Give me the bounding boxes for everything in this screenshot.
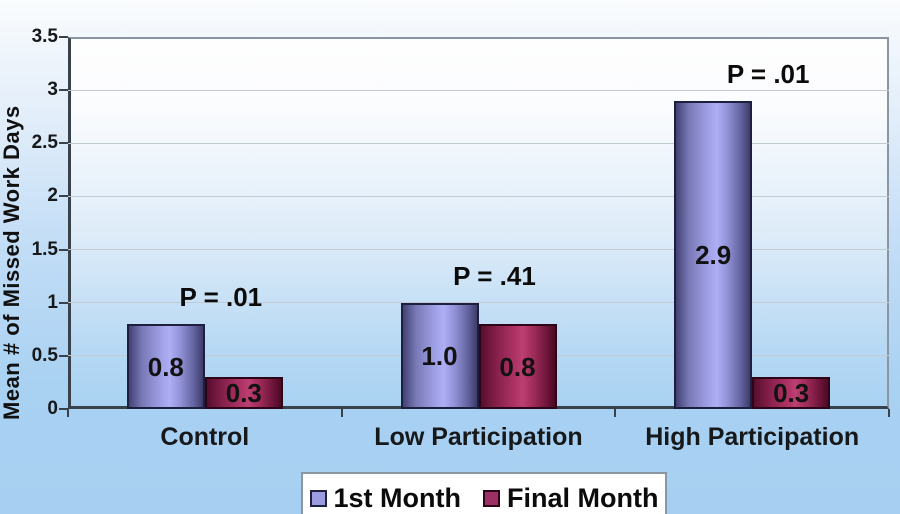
y-axis-tick (59, 89, 68, 92)
x-axis-tick (67, 409, 69, 417)
y-axis-tick-label: 0 (47, 398, 58, 419)
legend-item-1st-month: 1st Month (309, 483, 462, 513)
bar-1st-month: 0.8 (126, 324, 205, 409)
y-axis-title: Mean # of Missed Work Days (0, 105, 24, 421)
y-axis-tick-label: 1.5 (31, 238, 58, 260)
legend: 1st Month Final Month (301, 472, 667, 514)
bar-value-label: 1.0 (421, 341, 458, 371)
x-axis-tick (614, 409, 617, 417)
gridline (68, 249, 889, 251)
y-axis-tick-label: 1 (47, 291, 58, 313)
x-axis-category-label: Control (160, 423, 250, 451)
bar-value-label: 2.9 (695, 240, 732, 270)
legend-item-final-month: Final Month (483, 484, 658, 512)
p-value-annotation: P = .01 (726, 58, 810, 89)
y-axis-tick (59, 354, 68, 357)
legend-swatch-icon (483, 489, 501, 507)
y-axis-tick-label: 2 (47, 185, 58, 207)
p-value-annotation: P = .41 (453, 260, 536, 291)
gridline (68, 302, 889, 304)
y-axis-tick-label: 3.5 (31, 26, 58, 47)
y-axis-tick-label: 0.5 (31, 344, 58, 366)
y-axis-tick-label: 2.5 (31, 132, 58, 154)
x-axis-category-label: Low Participation (374, 423, 583, 451)
x-axis-tick (340, 409, 343, 417)
gridline (68, 89, 889, 91)
p-value-annotation: P = .01 (179, 281, 263, 312)
legend-label: 1st Month (333, 483, 462, 513)
y-axis-tick-label: 3 (47, 79, 58, 101)
y-axis-tick (59, 408, 68, 410)
bar-final-month: 0.3 (752, 377, 831, 409)
gridline (68, 195, 889, 197)
y-axis-tick (59, 301, 68, 304)
y-axis-tick (59, 248, 68, 251)
x-axis-category-label: High Participation (645, 423, 860, 451)
y-axis-tick (59, 142, 68, 145)
legend-label: Final Month (507, 483, 659, 513)
bar-value-label: 0.8 (147, 351, 184, 382)
legend-swatch-icon (309, 489, 327, 507)
bar-final-month: 0.3 (204, 377, 283, 409)
y-axis-tick (59, 195, 68, 198)
bar-value-label: 0.8 (499, 351, 536, 382)
bar-final-month: 0.8 (478, 324, 557, 409)
bar-value-label: 0.3 (225, 378, 262, 408)
x-axis-tick (888, 409, 890, 417)
bar-1st-month: 1.0 (400, 303, 479, 409)
bar-1st-month: 2.9 (674, 101, 753, 409)
y-axis-tick (59, 36, 68, 38)
bar-value-label: 0.3 (773, 378, 810, 408)
gridline (68, 142, 889, 144)
